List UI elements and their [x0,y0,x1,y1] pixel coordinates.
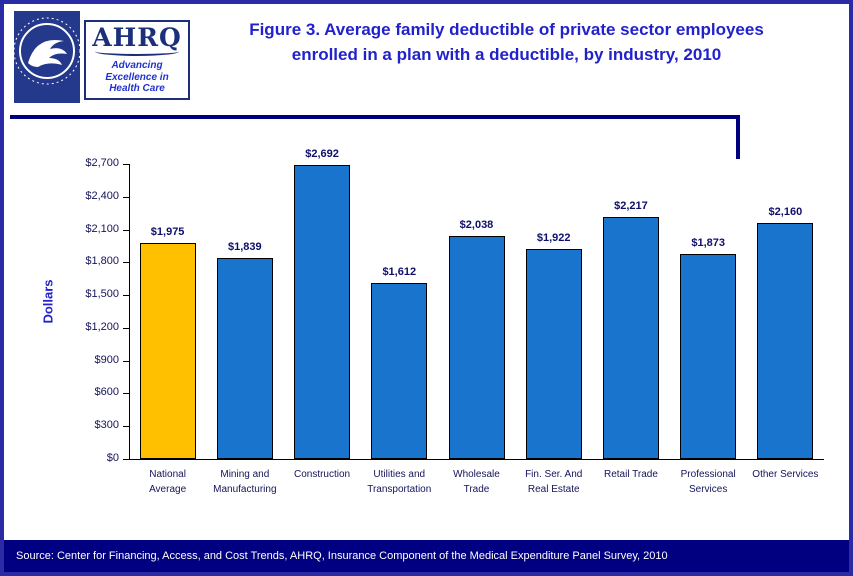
y-tick-mark [123,459,129,460]
header-divider-horizontal [10,115,740,119]
x-category-label-line: Manufacturing [213,484,277,495]
y-tick-mark [123,327,129,329]
x-category-label-line: Mining and [220,469,270,480]
bar-value-label: $2,217 [614,199,648,212]
x-category-label: Professional Services [666,467,751,497]
y-tick-label: $1,200 [85,320,119,333]
x-category-label-line: Professional [680,469,736,480]
y-tick-mark [123,262,129,264]
bar-value-label: $1,873 [691,237,725,250]
y-tick-mark [123,360,129,362]
y-tick-mark [123,229,129,231]
x-category-label-line: Construction [293,469,351,480]
ahrq-swoosh-icon [95,47,179,57]
bar [371,282,428,459]
y-tick-label: $1,800 [85,255,119,268]
bar [757,223,814,459]
x-category-label: Construction [279,467,364,482]
x-category-label: Mining and Manufacturing [202,467,287,497]
figure-title-line2: enrolled in a plan with a deductible, by… [291,44,722,64]
x-category-label-line: Retail Trade [603,469,658,480]
bar [448,236,505,459]
y-tick-label: $0 [106,452,119,464]
x-category-label: Retail Trade [588,467,673,482]
bar-value-label: $1,612 [382,265,417,278]
header-divider-vertical-drop [736,115,740,159]
y-tick-label: $2,400 [85,189,119,202]
source-note: Source: Center for Financing, Access, an… [16,550,668,562]
x-category-label-line: Fin. Ser. And [525,469,583,480]
y-tick-label: $2,100 [85,222,119,235]
hhs-seal-icon [13,11,81,103]
ahrq-tagline-line3: Health Care [109,83,165,95]
y-tick-mark [123,393,129,395]
bar-value-label: $1,922 [536,232,571,244]
bar [294,164,351,459]
hhs-logo [13,11,81,103]
x-category-label: Other Services [743,467,828,482]
y-tick-mark [123,426,129,428]
x-category-label-line: Real Estate [527,484,580,495]
bar [139,243,196,459]
figure-title: Figure 3. Average family deductible of p… [199,18,814,67]
y-tick-label: $600 [94,386,119,399]
bar-value-label: $1,839 [228,241,262,254]
ahrq-logo-text: AHRQ [92,23,182,53]
y-tick-label: $300 [94,419,119,432]
ahrq-tagline-line1: Advancing [111,60,163,72]
x-category-label-line: Services [688,484,728,495]
y-tick-label: $900 [94,353,119,366]
y-tick-mark [123,196,129,198]
x-category-label-line: Utilities and [373,469,426,480]
y-tick-mark [123,164,129,165]
bar-value-label: $2,160 [768,206,803,218]
bar [216,258,273,459]
x-category-label-line: Trade [463,484,490,495]
bar [680,254,737,459]
ahrq-tagline: Advancing Excellence in Health Care [105,60,168,95]
bar [525,249,582,459]
x-category-label-line: Other Services [752,469,819,480]
x-category-label-line: Wholesale [453,469,500,480]
x-category-label: Fin. Ser. And Real Estate [511,467,596,497]
y-tick-mark [123,295,129,297]
figure-title-line1: Figure 3. Average family deductible of p… [249,20,764,39]
x-category-label-line: National [149,469,186,480]
bar-value-label: $2,038 [459,219,494,232]
x-category-label: National Average [125,467,210,497]
bar-chart: $0 $300 $600 $900 $1,200 $1,500 $1,800 $2,100 $2… [4,4,849,572]
x-category-label: Utilities and Transportation [357,467,442,497]
bar [602,216,659,459]
x-category-label-line: Average [149,484,187,495]
x-category-label-line: Transportation [367,484,432,495]
y-tick-label: $2,700 [85,157,119,169]
y-tick-label: $1,500 [85,288,119,301]
y-axis-line [129,164,130,459]
footer-bar: Source: Center for Financing, Access, an… [4,540,849,572]
x-category-label: Wholesale Trade [434,467,519,497]
ahrq-tagline-line2: Excellence in [105,71,169,83]
bar-value-label: $1,975 [150,226,185,239]
bar-value-label: $2,692 [305,147,339,160]
x-axis-line [129,459,824,460]
ahrq-logo: AHRQ Advancing Excellence in Health Care [84,20,190,100]
